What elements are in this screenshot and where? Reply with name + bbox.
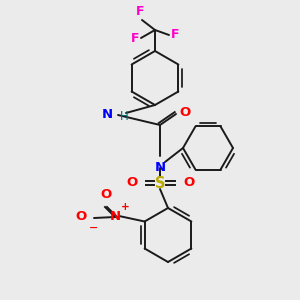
Text: +: + [121, 202, 130, 212]
Text: O: O [100, 188, 112, 201]
Text: O: O [183, 176, 194, 190]
Text: F: F [136, 5, 144, 18]
Text: O: O [127, 176, 138, 190]
Text: O: O [76, 211, 87, 224]
Text: H: H [120, 110, 129, 122]
Text: F: F [130, 32, 139, 44]
Text: F: F [171, 28, 179, 41]
Text: N: N [102, 107, 113, 121]
Text: O: O [179, 106, 190, 119]
Text: N: N [154, 161, 166, 174]
Text: N: N [110, 211, 121, 224]
Text: S: S [155, 176, 165, 190]
Text: −: − [89, 223, 99, 233]
